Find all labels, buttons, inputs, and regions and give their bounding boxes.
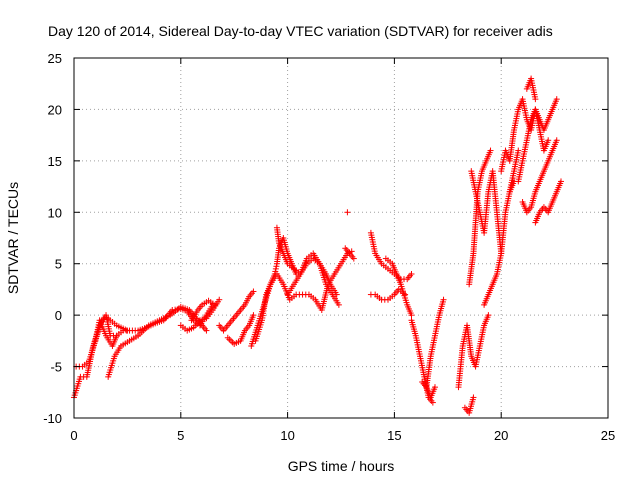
- data-point-t7-8: [250, 288, 257, 295]
- data-point-t17-5: [408, 312, 415, 319]
- y-tick-label-4: 10: [48, 205, 62, 220]
- data-point-t8-5: [250, 312, 257, 319]
- data-point-t27-9: [545, 137, 552, 144]
- grid-lines: [74, 58, 608, 418]
- data-point-t6-4: [211, 301, 218, 308]
- x-tick-label-4: 20: [494, 428, 508, 443]
- data-point-t10-4-1: [272, 268, 279, 275]
- data-point-t20-3: [431, 384, 438, 391]
- y-tick-label-2: 0: [55, 308, 62, 323]
- data-point-t30-2: [532, 96, 539, 103]
- y-tick-label-6: 20: [48, 102, 62, 117]
- y-tick-label-5: 15: [48, 154, 62, 169]
- data-point-t25-8: [515, 147, 522, 154]
- x-tick-label-5: 25: [601, 428, 615, 443]
- data-points: [71, 75, 565, 416]
- y-axis-label: SDTVAR / TECUs: [5, 182, 21, 294]
- data-point-t14-0: [344, 209, 351, 216]
- data-point-t10-4-2: [272, 265, 279, 272]
- data-point-t12-8: [335, 301, 342, 308]
- x-axis-label: GPS time / hours: [288, 458, 395, 474]
- data-point-t13-2: [350, 255, 357, 262]
- data-point-t10-4-3: [273, 263, 280, 270]
- x-tick-label-3: 15: [387, 428, 401, 443]
- data-point-t22-2: [470, 394, 477, 401]
- data-point-t19-4: [440, 296, 447, 303]
- data-point-t21-7: [485, 312, 492, 319]
- x-tick-label-2: 10: [280, 428, 294, 443]
- data-point-t2-9: [124, 327, 131, 334]
- data-point-t10-4: [271, 271, 278, 277]
- y-tick-label-0: -10: [43, 411, 62, 426]
- plot-frame: [73, 57, 609, 419]
- data-point-t4-4: [113, 332, 120, 339]
- data-point-t15-7: [408, 271, 415, 277]
- chart-title: Day 120 of 2014, Sidereal Day-to-day VTE…: [48, 23, 553, 39]
- x-tick-label-1: 5: [177, 428, 184, 443]
- data-point-t26-13: [553, 96, 560, 103]
- axis-ticks: 0 5 10 15 20 25 -10 -5 0 5 10 15 20 25: [43, 51, 615, 443]
- y-tick-label-1: -5: [50, 360, 62, 375]
- data-point-t28-8: [553, 137, 560, 144]
- x-tick-label-0: 0: [70, 428, 77, 443]
- y-tick-label-3: 5: [55, 257, 62, 272]
- data-point-t18-5: [429, 399, 436, 406]
- y-tick-label-7: 25: [48, 51, 62, 66]
- data-point-t29-6: [558, 178, 565, 185]
- data-point-t5-6: [216, 296, 223, 303]
- data-point-t3-11: [203, 327, 210, 334]
- data-point-t23-5: [487, 147, 494, 154]
